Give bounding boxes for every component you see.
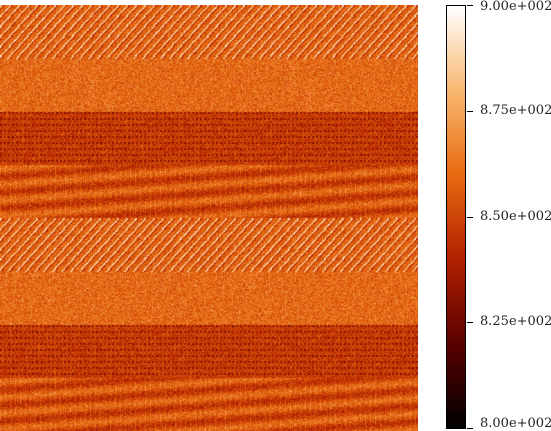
colorbar-tick [467,5,473,6]
colorbar-tick-label: 8.00e+002 [480,416,551,431]
colorbar-tick-label: 8.50e+002 [480,208,551,224]
heatmap-area [0,5,418,431]
colorbar-tick-label: 8.25e+002 [480,314,551,330]
colorbar-tick-label: 9.00e+002 [480,0,551,14]
colorbar-tick [467,110,473,112]
colorbar-tick [467,428,473,429]
colorbar-tick [467,322,473,324]
colorbar-tick-label: 8.75e+002 [480,102,551,118]
colorbar [446,5,466,429]
colorbar-tick [467,216,473,218]
heatmap-image [0,5,418,431]
